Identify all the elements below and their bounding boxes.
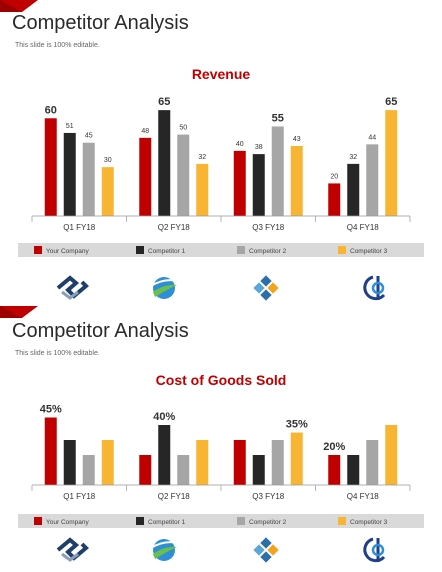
bar	[63, 132, 76, 216]
data-label: 40%	[153, 411, 175, 423]
legend-swatch	[34, 517, 42, 525]
tick-label: Q2 FY18	[158, 492, 191, 501]
corner-accent-icon	[0, 0, 38, 12]
data-label: 60	[45, 104, 57, 116]
legend-swatch	[237, 517, 245, 525]
circle-phi-logo-icon	[363, 537, 386, 563]
legend-label: Competitor 2	[249, 519, 287, 526]
legend-swatch	[338, 517, 346, 525]
globe-swoosh-logo-icon	[150, 277, 179, 299]
legend	[18, 514, 424, 528]
bar	[177, 455, 190, 485]
data-label: 65	[385, 96, 397, 108]
slide-title: Competitor Analysis	[12, 320, 189, 342]
legend-label: Your Company	[46, 248, 90, 255]
bar	[177, 134, 190, 216]
data-label: 20	[330, 173, 338, 180]
legend-label: Competitor 2	[249, 248, 287, 255]
legend-swatch	[237, 246, 245, 254]
diamond-logo-icon	[56, 275, 89, 300]
legend-label: Competitor 1	[148, 519, 186, 526]
slide-revenue: Competitor Analysis This slide is 100% e…	[0, 0, 424, 301]
bar	[101, 440, 114, 485]
bar	[366, 144, 379, 216]
tile-diamond-logo-icon	[253, 537, 279, 563]
bar	[44, 118, 57, 216]
bar	[328, 183, 341, 216]
data-label: 45%	[40, 404, 62, 416]
legend-label: Your Company	[46, 519, 90, 526]
legend-label: Competitor 3	[350, 248, 388, 255]
bar	[252, 154, 265, 216]
slide-subtitle: This slide is 100% editable.	[15, 42, 100, 49]
chart-title: Revenue	[191, 66, 251, 82]
bar	[290, 145, 303, 216]
bar	[82, 142, 95, 216]
data-label: 30	[104, 157, 112, 164]
bar	[63, 440, 76, 485]
tick-label: Q4 FY18	[347, 223, 380, 232]
tick-label: Q3 FY18	[252, 492, 285, 501]
cogs-chart: 45% Q1 FY18 40% Q2 FY18 35% Q3 FY18 20% Q4 FY18…	[18, 404, 424, 563]
data-label: 35%	[286, 419, 308, 431]
data-label: 43	[293, 136, 301, 143]
tile-diamond-logo-icon	[253, 275, 279, 301]
data-label: 50	[179, 125, 187, 132]
data-label: 65	[158, 96, 170, 108]
bar	[196, 440, 209, 485]
slide-subtitle: This slide is 100% editable.	[15, 350, 100, 357]
slide-title: Competitor Analysis	[12, 12, 189, 34]
bar	[158, 425, 171, 485]
bar	[158, 110, 171, 216]
tick-label: Q3 FY18	[252, 223, 285, 232]
tick-label: Q2 FY18	[158, 223, 191, 232]
legend-swatch	[338, 246, 346, 254]
revenue-chart: 60 51 45 30 Q1 FY18 48 65 50 32 Q2 FY18 40 38 55 43 Q3…	[18, 96, 424, 301]
legend-swatch	[34, 246, 42, 254]
data-label: 38	[255, 144, 263, 151]
bar	[290, 432, 303, 485]
data-label: 48	[141, 128, 149, 135]
bar	[139, 137, 152, 216]
bar	[385, 425, 398, 485]
data-label: 20%	[323, 441, 345, 453]
bar	[347, 455, 360, 485]
legend-swatch	[136, 517, 144, 525]
data-label: 51	[66, 123, 74, 130]
data-label: 55	[272, 112, 284, 124]
bar	[347, 163, 360, 216]
tick-label: Q1 FY18	[63, 492, 96, 501]
bar	[44, 417, 57, 485]
bar	[139, 455, 152, 485]
data-label: 40	[236, 141, 244, 148]
slide-cogs: Competitor Analysis This slide is 100% e…	[0, 306, 442, 572]
corner-accent-icon	[0, 306, 38, 318]
bar	[252, 455, 265, 485]
bar	[271, 126, 284, 216]
tick-label: Q4 FY18	[347, 492, 380, 501]
legend-label: Competitor 3	[350, 519, 388, 526]
bar	[233, 150, 246, 216]
bar	[271, 440, 284, 485]
data-label: 32	[198, 154, 206, 161]
globe-swoosh-logo-icon	[150, 539, 179, 561]
bar	[82, 455, 95, 485]
chart-title: Cost of Goods Sold	[155, 372, 287, 388]
bar	[196, 163, 209, 216]
legend-swatch	[136, 246, 144, 254]
bar	[101, 167, 114, 216]
bar	[328, 455, 341, 485]
legend-label: Competitor 1	[148, 248, 186, 255]
bar	[366, 440, 379, 485]
data-label: 45	[85, 133, 93, 140]
bar	[385, 110, 398, 216]
legend	[18, 243, 424, 257]
data-label: 32	[349, 154, 357, 161]
circle-phi-logo-icon	[363, 275, 386, 301]
tick-label: Q1 FY18	[63, 223, 96, 232]
data-label: 44	[368, 134, 376, 141]
bar	[233, 440, 246, 485]
diamond-logo-icon	[56, 537, 89, 562]
